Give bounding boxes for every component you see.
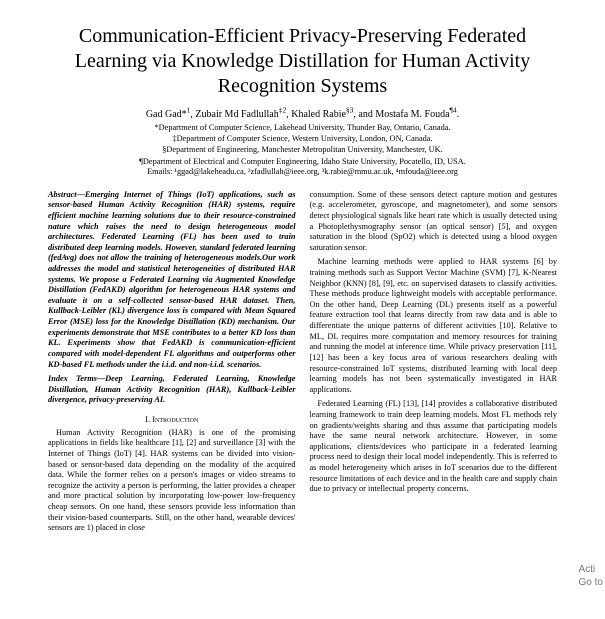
abstract-text: Abstract—Emerging Internet of Things (Io…	[48, 190, 296, 369]
affiliation-0: *Department of Computer Science, Lakehea…	[48, 122, 557, 133]
affiliation-1: ‡Department of Computer Science, Western…	[48, 133, 557, 144]
abstract: Abstract—Emerging Internet of Things (Io…	[48, 190, 296, 370]
index-terms: Index Terms—Deep Learning, Federated Lea…	[48, 374, 296, 406]
emails-line: Emails: ¹ggad@lakeheadu.ca, ²zfadlullah@…	[48, 167, 557, 176]
right-paragraph-2: Machine learning methods were applied to…	[310, 257, 558, 395]
index-terms-text: Index Terms—Deep Learning, Federated Lea…	[48, 374, 296, 404]
paper-page: Communication-Efficient Privacy-Preservi…	[0, 0, 605, 619]
left-column: Abstract—Emerging Internet of Things (Io…	[48, 190, 296, 538]
side-label-line1: Acti	[579, 563, 603, 576]
right-paragraph-3: Federated Learning (FL) [13], [14] provi…	[310, 399, 558, 494]
authors-line: Gad Gad*1, Zubair Md Fadlullah‡2, Khaled…	[48, 109, 557, 120]
viewer-side-label: Acti Go to	[579, 563, 603, 589]
affiliation-3: ¶Department of Electrical and Computer E…	[48, 156, 557, 167]
section-1-heading: I. Introduction	[48, 414, 296, 425]
side-label-line2: Go to	[579, 576, 603, 589]
paper-title: Communication-Efficient Privacy-Preservi…	[48, 24, 557, 99]
affiliation-2: §Department of Engineering, Manchester M…	[48, 144, 557, 155]
right-paragraph-1: consumption. Some of these sensors detec…	[310, 190, 558, 254]
two-column-body: Abstract—Emerging Internet of Things (Io…	[48, 190, 557, 538]
intro-paragraph-left: Human Activity Recognition (HAR) is one …	[48, 428, 296, 534]
right-column: consumption. Some of these sensors detec…	[310, 190, 558, 538]
